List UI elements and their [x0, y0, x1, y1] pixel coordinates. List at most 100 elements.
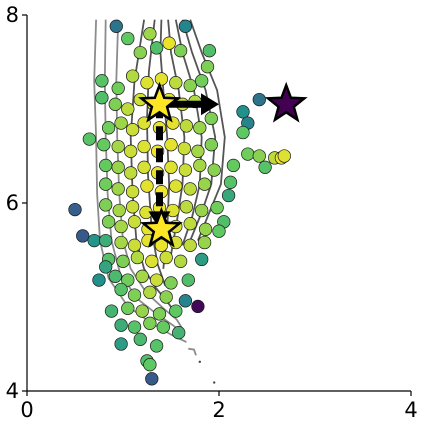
scatter-point	[133, 45, 147, 60]
scatter-point	[197, 177, 212, 191]
scatter-point	[195, 74, 209, 88]
scatter-point	[68, 202, 82, 217]
axes: 0 2 4 4 6 8	[6, 3, 418, 422]
x-tick-label: 4	[404, 398, 417, 422]
star-marker	[138, 81, 181, 123]
y-tick-label: 8	[6, 3, 19, 27]
scatter-point	[210, 201, 224, 215]
scatter-point	[207, 163, 221, 177]
scatter-point	[143, 285, 157, 299]
contour-line	[189, 19, 226, 241]
scatter-point	[236, 105, 250, 119]
scatter-point	[99, 177, 113, 191]
scatter-point	[95, 74, 109, 88]
scatter-point	[137, 160, 151, 174]
scatter-point	[177, 141, 192, 156]
scatter-point	[135, 269, 149, 283]
scatter-point	[140, 179, 154, 193]
scatter-point	[159, 250, 173, 265]
scatter-point	[164, 160, 178, 174]
scatter-point	[169, 304, 183, 318]
scatter-point	[154, 238, 169, 252]
scatter-point	[178, 163, 193, 177]
scatter-point	[137, 139, 151, 154]
contour-line	[103, 19, 185, 336]
scatter-point	[197, 235, 212, 250]
scatter-point	[97, 138, 111, 152]
scatter-point	[179, 119, 194, 133]
scatter-point	[76, 229, 90, 243]
scatter-point	[212, 224, 226, 238]
y-tick-label: 4	[6, 379, 19, 403]
scatter-point	[277, 149, 291, 163]
y-tick-label: 6	[6, 191, 19, 215]
scatter-point	[183, 78, 197, 93]
arrow-head	[201, 93, 219, 116]
scatter-point	[108, 269, 122, 283]
scatter-point	[114, 116, 128, 130]
scatter-point	[169, 179, 183, 193]
scatter-point	[204, 138, 218, 152]
scatter-point	[111, 182, 125, 196]
scatter-point	[99, 233, 113, 248]
scatter-point	[124, 144, 138, 158]
scatter-point	[133, 332, 147, 346]
scatter-point	[104, 304, 119, 318]
scatter-point	[121, 102, 135, 116]
contour-dot	[213, 381, 216, 384]
scatter-point	[114, 235, 128, 250]
scatter-point	[135, 304, 149, 318]
scatter-point	[195, 252, 209, 267]
scatter-point	[169, 76, 183, 90]
scatter-point	[127, 288, 142, 302]
star-markers	[138, 81, 308, 248]
scatter-point	[114, 337, 128, 351]
scatter-point	[130, 250, 145, 265]
scatter-point	[92, 273, 106, 287]
scatter-point	[143, 27, 157, 41]
scatter-point	[116, 254, 130, 268]
scatter-point	[154, 72, 169, 86]
scatter-point	[121, 31, 135, 46]
scatter-point	[124, 166, 138, 180]
scatter-point	[127, 215, 142, 229]
scatter-point	[183, 182, 197, 196]
scatter-point	[143, 316, 157, 330]
star-marker	[139, 206, 183, 248]
scatter-point	[112, 203, 126, 218]
contour-dot	[198, 360, 201, 364]
scatter-point	[111, 139, 125, 154]
scatter-point	[108, 97, 122, 111]
scatter-point	[204, 111, 218, 126]
scatter-point	[99, 198, 113, 212]
scatter-point	[114, 219, 128, 234]
scatter-point	[191, 144, 205, 158]
scatter-point	[223, 175, 238, 189]
scatter-point	[241, 147, 255, 161]
scatter-point	[159, 290, 173, 304]
scatter-point	[114, 318, 128, 332]
x-tick-label: 2	[212, 398, 225, 422]
scatter-point	[178, 294, 193, 308]
scatter-point	[125, 69, 140, 83]
scatter-point	[221, 188, 236, 203]
scatter-point	[191, 299, 205, 314]
scatter-point	[149, 41, 164, 55]
scatter-point	[200, 60, 215, 74]
scatter-point	[226, 158, 241, 173]
scatter-point	[173, 44, 188, 58]
scatter-point	[101, 215, 116, 229]
scatter-point	[95, 91, 109, 105]
scatter-point	[181, 273, 195, 287]
scatter-point	[114, 282, 128, 297]
scatter-point	[252, 92, 266, 107]
star-marker	[264, 81, 308, 123]
scatter-point	[109, 19, 123, 33]
scatter-point	[183, 238, 197, 252]
scatter-point	[121, 301, 135, 315]
scatter-point	[164, 138, 178, 152]
scatter-point	[127, 320, 142, 334]
scatter-point	[173, 254, 188, 268]
scatter-point	[143, 358, 157, 372]
